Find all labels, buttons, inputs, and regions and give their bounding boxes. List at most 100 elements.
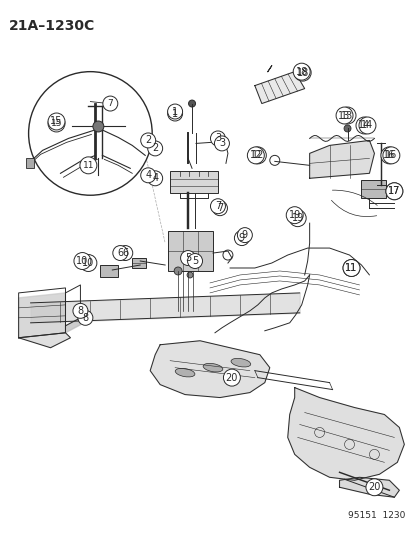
Circle shape xyxy=(140,168,155,183)
Circle shape xyxy=(48,113,65,130)
FancyBboxPatch shape xyxy=(100,265,118,277)
Polygon shape xyxy=(150,341,269,398)
Text: 8: 8 xyxy=(82,313,88,323)
Circle shape xyxy=(234,231,249,246)
Text: 10: 10 xyxy=(76,256,88,266)
Circle shape xyxy=(289,209,306,227)
Circle shape xyxy=(365,479,382,496)
Polygon shape xyxy=(19,333,70,348)
Text: 16: 16 xyxy=(385,150,396,160)
Polygon shape xyxy=(339,477,399,497)
Circle shape xyxy=(140,133,155,148)
Text: 1: 1 xyxy=(172,107,178,117)
FancyArrowPatch shape xyxy=(331,200,376,216)
Text: 3: 3 xyxy=(218,139,225,148)
Circle shape xyxy=(93,121,104,132)
Text: 11: 11 xyxy=(344,263,357,273)
Polygon shape xyxy=(65,318,80,333)
Circle shape xyxy=(355,117,372,134)
Text: 6: 6 xyxy=(122,248,128,258)
Text: 8: 8 xyxy=(77,306,83,316)
Circle shape xyxy=(338,107,355,124)
Text: 18: 18 xyxy=(296,68,308,78)
Circle shape xyxy=(187,254,202,269)
Text: 5: 5 xyxy=(192,256,198,266)
Text: 12: 12 xyxy=(251,150,263,160)
Text: 11: 11 xyxy=(83,161,94,170)
Text: 2: 2 xyxy=(152,143,158,154)
Text: 7: 7 xyxy=(216,203,223,213)
Text: 13: 13 xyxy=(337,110,350,120)
Circle shape xyxy=(342,260,359,277)
Circle shape xyxy=(382,147,399,164)
Text: 18: 18 xyxy=(295,67,307,77)
Text: 19: 19 xyxy=(291,213,303,223)
Circle shape xyxy=(73,303,88,318)
FancyBboxPatch shape xyxy=(132,258,146,268)
Circle shape xyxy=(247,147,263,164)
Circle shape xyxy=(167,106,182,121)
Text: 2: 2 xyxy=(145,135,151,146)
Circle shape xyxy=(80,157,97,174)
Circle shape xyxy=(113,246,128,261)
Circle shape xyxy=(212,201,227,216)
Circle shape xyxy=(214,136,229,151)
Text: 7: 7 xyxy=(107,99,113,108)
Ellipse shape xyxy=(230,358,250,367)
Text: 10: 10 xyxy=(82,258,94,268)
Circle shape xyxy=(292,63,309,80)
Circle shape xyxy=(335,107,352,124)
Text: 3: 3 xyxy=(214,133,221,143)
Text: 1: 1 xyxy=(172,109,178,118)
Circle shape xyxy=(385,183,402,200)
Text: 17: 17 xyxy=(387,186,400,196)
Circle shape xyxy=(147,141,162,156)
FancyBboxPatch shape xyxy=(361,180,385,198)
Circle shape xyxy=(147,171,162,186)
Circle shape xyxy=(342,260,359,277)
Circle shape xyxy=(380,147,397,164)
Circle shape xyxy=(174,267,182,275)
Circle shape xyxy=(223,369,240,386)
Circle shape xyxy=(210,131,225,146)
Polygon shape xyxy=(254,71,304,103)
Circle shape xyxy=(385,183,402,200)
Circle shape xyxy=(358,117,375,134)
FancyBboxPatch shape xyxy=(26,158,33,168)
Circle shape xyxy=(28,71,152,195)
Text: 4: 4 xyxy=(145,171,151,180)
Text: 14: 14 xyxy=(361,120,373,131)
Circle shape xyxy=(210,199,225,214)
Circle shape xyxy=(343,125,350,132)
Text: 6: 6 xyxy=(117,248,123,258)
Text: 21A–1230C: 21A–1230C xyxy=(9,19,95,33)
Text: 7: 7 xyxy=(214,201,221,211)
Circle shape xyxy=(48,115,65,132)
Ellipse shape xyxy=(175,368,195,377)
Polygon shape xyxy=(19,293,65,338)
Text: 15: 15 xyxy=(50,117,62,126)
Text: 11: 11 xyxy=(344,263,357,273)
Circle shape xyxy=(167,104,182,119)
Text: 4: 4 xyxy=(152,173,158,183)
Circle shape xyxy=(249,147,266,164)
Polygon shape xyxy=(309,140,373,179)
Text: 20: 20 xyxy=(367,482,380,492)
Text: 17: 17 xyxy=(387,186,400,196)
Text: 9: 9 xyxy=(238,233,244,243)
Circle shape xyxy=(102,96,118,111)
Text: 20: 20 xyxy=(225,373,237,383)
Text: 16: 16 xyxy=(382,150,394,160)
Circle shape xyxy=(294,64,311,81)
Text: 19: 19 xyxy=(288,210,300,220)
Text: 95151  1230: 95151 1230 xyxy=(347,511,404,520)
FancyArrowPatch shape xyxy=(332,190,376,205)
FancyBboxPatch shape xyxy=(170,171,217,193)
Circle shape xyxy=(237,228,252,243)
Circle shape xyxy=(285,207,302,224)
Text: 14: 14 xyxy=(358,120,370,131)
Circle shape xyxy=(187,272,192,278)
Text: 12: 12 xyxy=(249,150,261,160)
Circle shape xyxy=(118,246,133,261)
Circle shape xyxy=(78,310,93,325)
